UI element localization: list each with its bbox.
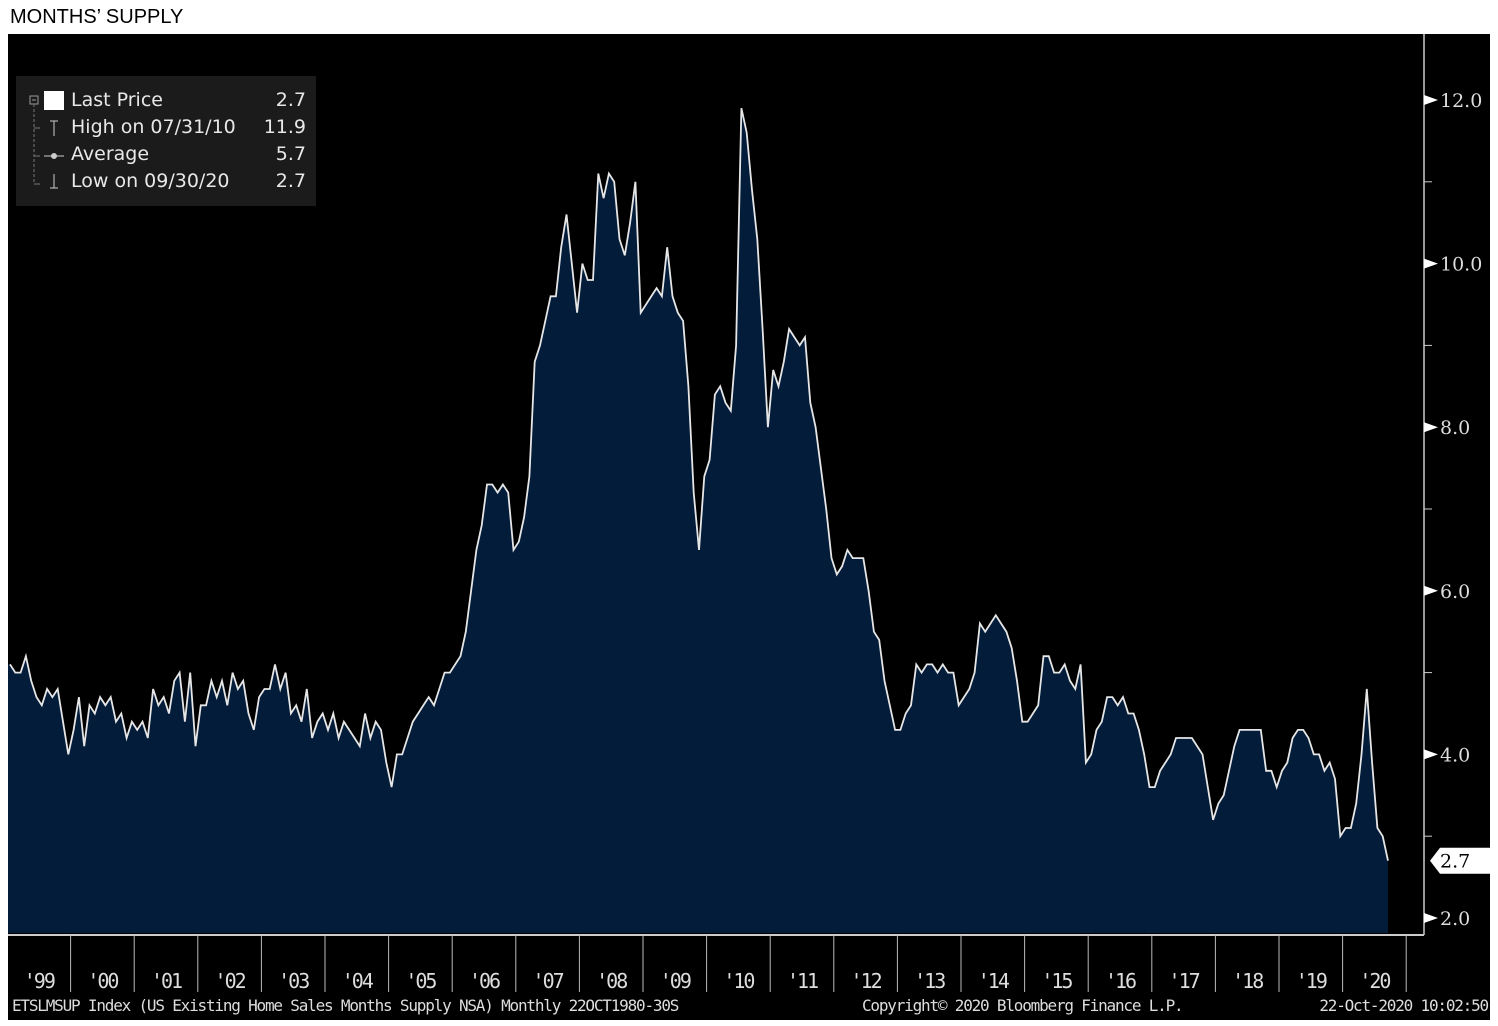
x-tick-label: '20 — [1359, 969, 1390, 993]
last-value-tag — [1430, 847, 1490, 874]
legend-item-high: High on 07/31/10 11.9 — [71, 116, 306, 142]
legend-value: 2.7 — [275, 89, 306, 111]
x-tick-label: '08 — [596, 969, 627, 993]
legend-label: Average — [71, 143, 150, 165]
legend-item-last-price: Last Price 2.7 — [71, 89, 306, 115]
x-tick-label: '12 — [851, 969, 882, 993]
x-tick-label: '05 — [405, 969, 436, 993]
series-line — [9, 108, 1389, 861]
y-tick-label: 12.0 — [1440, 90, 1482, 112]
average-marker-icon — [44, 153, 64, 159]
chart-title: MONTHS’ SUPPLY — [10, 6, 184, 28]
y-tick-label: 8.0 — [1440, 417, 1470, 439]
x-tick-label: '14 — [978, 969, 1010, 993]
x-tick-label: '17 — [1169, 969, 1200, 993]
legend-value: 11.9 — [263, 116, 306, 138]
x-tick-label: '16 — [1105, 969, 1136, 993]
x-tick-label: '11 — [787, 969, 818, 993]
x-tick-label: '02 — [215, 969, 246, 993]
x-tick-label: '15 — [1041, 969, 1072, 993]
legend-label: High on 07/31/10 — [71, 116, 236, 138]
x-tick-label: '00 — [87, 969, 118, 993]
legend-value: 5.7 — [275, 143, 306, 165]
x-tick-label: '07 — [533, 969, 564, 993]
legend-item-low: Low on 09/30/20 2.7 — [71, 170, 306, 196]
timestamp: 22-Oct-2020 10:02:50 — [1319, 996, 1489, 1015]
x-tick-label: '19 — [1296, 969, 1327, 993]
legend-label: Last Price — [71, 89, 163, 111]
legend-item-average: Average 5.7 — [71, 143, 306, 169]
y-tick-marker — [1424, 585, 1438, 596]
x-tick-label: '18 — [1232, 969, 1263, 993]
legend-label: Low on 09/30/20 — [71, 170, 230, 192]
y-tick-marker — [1424, 258, 1438, 269]
y-tick-label: 2.0 — [1440, 908, 1470, 930]
x-tick-label: '10 — [723, 969, 754, 993]
area-fill — [8, 108, 1388, 933]
legend: Last Price 2.7 High on 07/31/10 11.9 Avera… — [16, 76, 316, 206]
x-tick-label: '04 — [342, 969, 374, 993]
y-tick-marker — [1424, 95, 1438, 105]
x-tick-label: '03 — [278, 969, 309, 993]
x-tick-label: '06 — [469, 969, 500, 993]
white-square-icon — [44, 91, 64, 110]
x-tick-label: '01 — [151, 969, 182, 993]
low-marker-icon — [50, 174, 58, 189]
y-tick-label: 6.0 — [1440, 581, 1470, 603]
y-tick-label: 4.0 — [1440, 744, 1470, 766]
x-tick-label: '99 — [24, 969, 55, 993]
legend-value: 2.7 — [275, 170, 306, 192]
last-value-label: 2.7 — [1440, 851, 1470, 873]
legend-tree-icon — [29, 91, 64, 189]
y-tick-label: 10.0 — [1440, 254, 1482, 276]
y-tick-marker — [1424, 422, 1438, 433]
y-tick-marker — [1424, 913, 1438, 923]
security-description: ETSLMSUP Index (US Existing Home Sales M… — [12, 996, 679, 1015]
x-tick-label: '09 — [660, 969, 691, 993]
high-marker-icon — [50, 120, 58, 136]
x-tick-label: '13 — [914, 969, 945, 993]
y-tick-marker — [1424, 749, 1438, 760]
copyright: Copyright© 2020 Bloomberg Finance L.P. — [862, 996, 1184, 1015]
